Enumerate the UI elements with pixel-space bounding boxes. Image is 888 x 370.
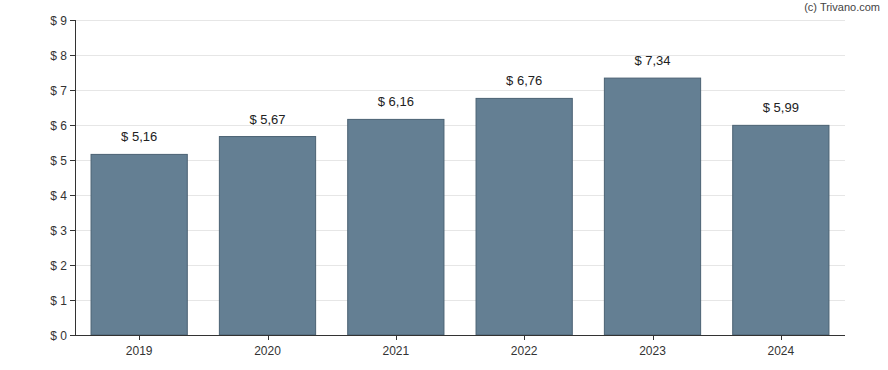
grid-line (75, 230, 845, 231)
x-tick-label: 2024 (767, 344, 794, 358)
data-label: $ 6,16 (378, 94, 414, 109)
tick-mark (70, 125, 75, 126)
grid-line (75, 265, 845, 266)
y-tick-label: $ 6 (50, 119, 67, 133)
data-label: $ 5,99 (763, 100, 799, 115)
tick-mark (70, 90, 75, 91)
tick-mark (70, 55, 75, 56)
x-tick-label: 2019 (126, 344, 153, 358)
tick-mark (70, 20, 75, 21)
grid-line (75, 90, 845, 91)
y-tick-label: $ 0 (50, 329, 67, 343)
y-axis (75, 20, 76, 335)
y-tick-label: $ 1 (50, 294, 67, 308)
bar (91, 154, 187, 335)
chart-container: $ 0 $ 1 $ 2 $ 3 $ 4 $ 5 $ 6 $ 7 $ 8 $ 9 $ 5,16 $ 5,… (0, 0, 888, 370)
tick-mark (70, 265, 75, 266)
annotation: (c) Trivano.com (804, 1, 880, 13)
bar (348, 119, 444, 335)
x-axis (75, 335, 845, 336)
x-tick-label: 2023 (639, 344, 666, 358)
bar (219, 137, 315, 335)
grid (75, 21, 845, 336)
y-tick-label: $ 4 (50, 189, 67, 203)
grid-line (75, 125, 845, 126)
x-tick-mark (781, 335, 782, 340)
x-tick-mark (139, 335, 140, 340)
chart: $ 0 $ 1 $ 2 $ 3 $ 4 $ 5 $ 6 $ 7 $ 8 $ 9 $ 5,16 $ 5,… (0, 0, 888, 370)
x-tick-mark (268, 335, 269, 340)
tick-mark (70, 160, 75, 161)
bars (91, 78, 829, 335)
tick-mark (70, 230, 75, 231)
y-tick-label: $ 9 (50, 14, 67, 28)
x-tick-label: 2022 (511, 344, 538, 358)
grid-line (75, 20, 845, 21)
x-tick-label: 2021 (382, 344, 409, 358)
y-tick-label: $ 2 (50, 259, 67, 273)
tick-mark (70, 335, 75, 336)
grid-line (75, 55, 845, 56)
y-tick-label: $ 8 (50, 49, 67, 63)
x-tick-mark (524, 335, 525, 340)
x-tick-mark (653, 335, 654, 340)
y-tick-label: $ 7 (50, 84, 67, 98)
x-tick-label: 2020 (254, 344, 281, 358)
bar (604, 78, 700, 335)
y-tick-label: $ 5 (50, 154, 67, 168)
tick-mark (70, 300, 75, 301)
data-label: $ 6,76 (506, 73, 542, 88)
data-label: $ 5,16 (121, 129, 157, 144)
bar (476, 98, 572, 335)
x-tick-mark (396, 335, 397, 340)
grid-line (75, 195, 845, 196)
data-label: $ 5,67 (249, 112, 285, 127)
grid-line (75, 300, 845, 301)
data-label: $ 7,34 (634, 53, 670, 68)
y-tick-label: $ 3 (50, 224, 67, 238)
bar (733, 125, 829, 335)
tick-mark (70, 195, 75, 196)
grid-line (75, 335, 845, 336)
grid-line (75, 160, 845, 161)
